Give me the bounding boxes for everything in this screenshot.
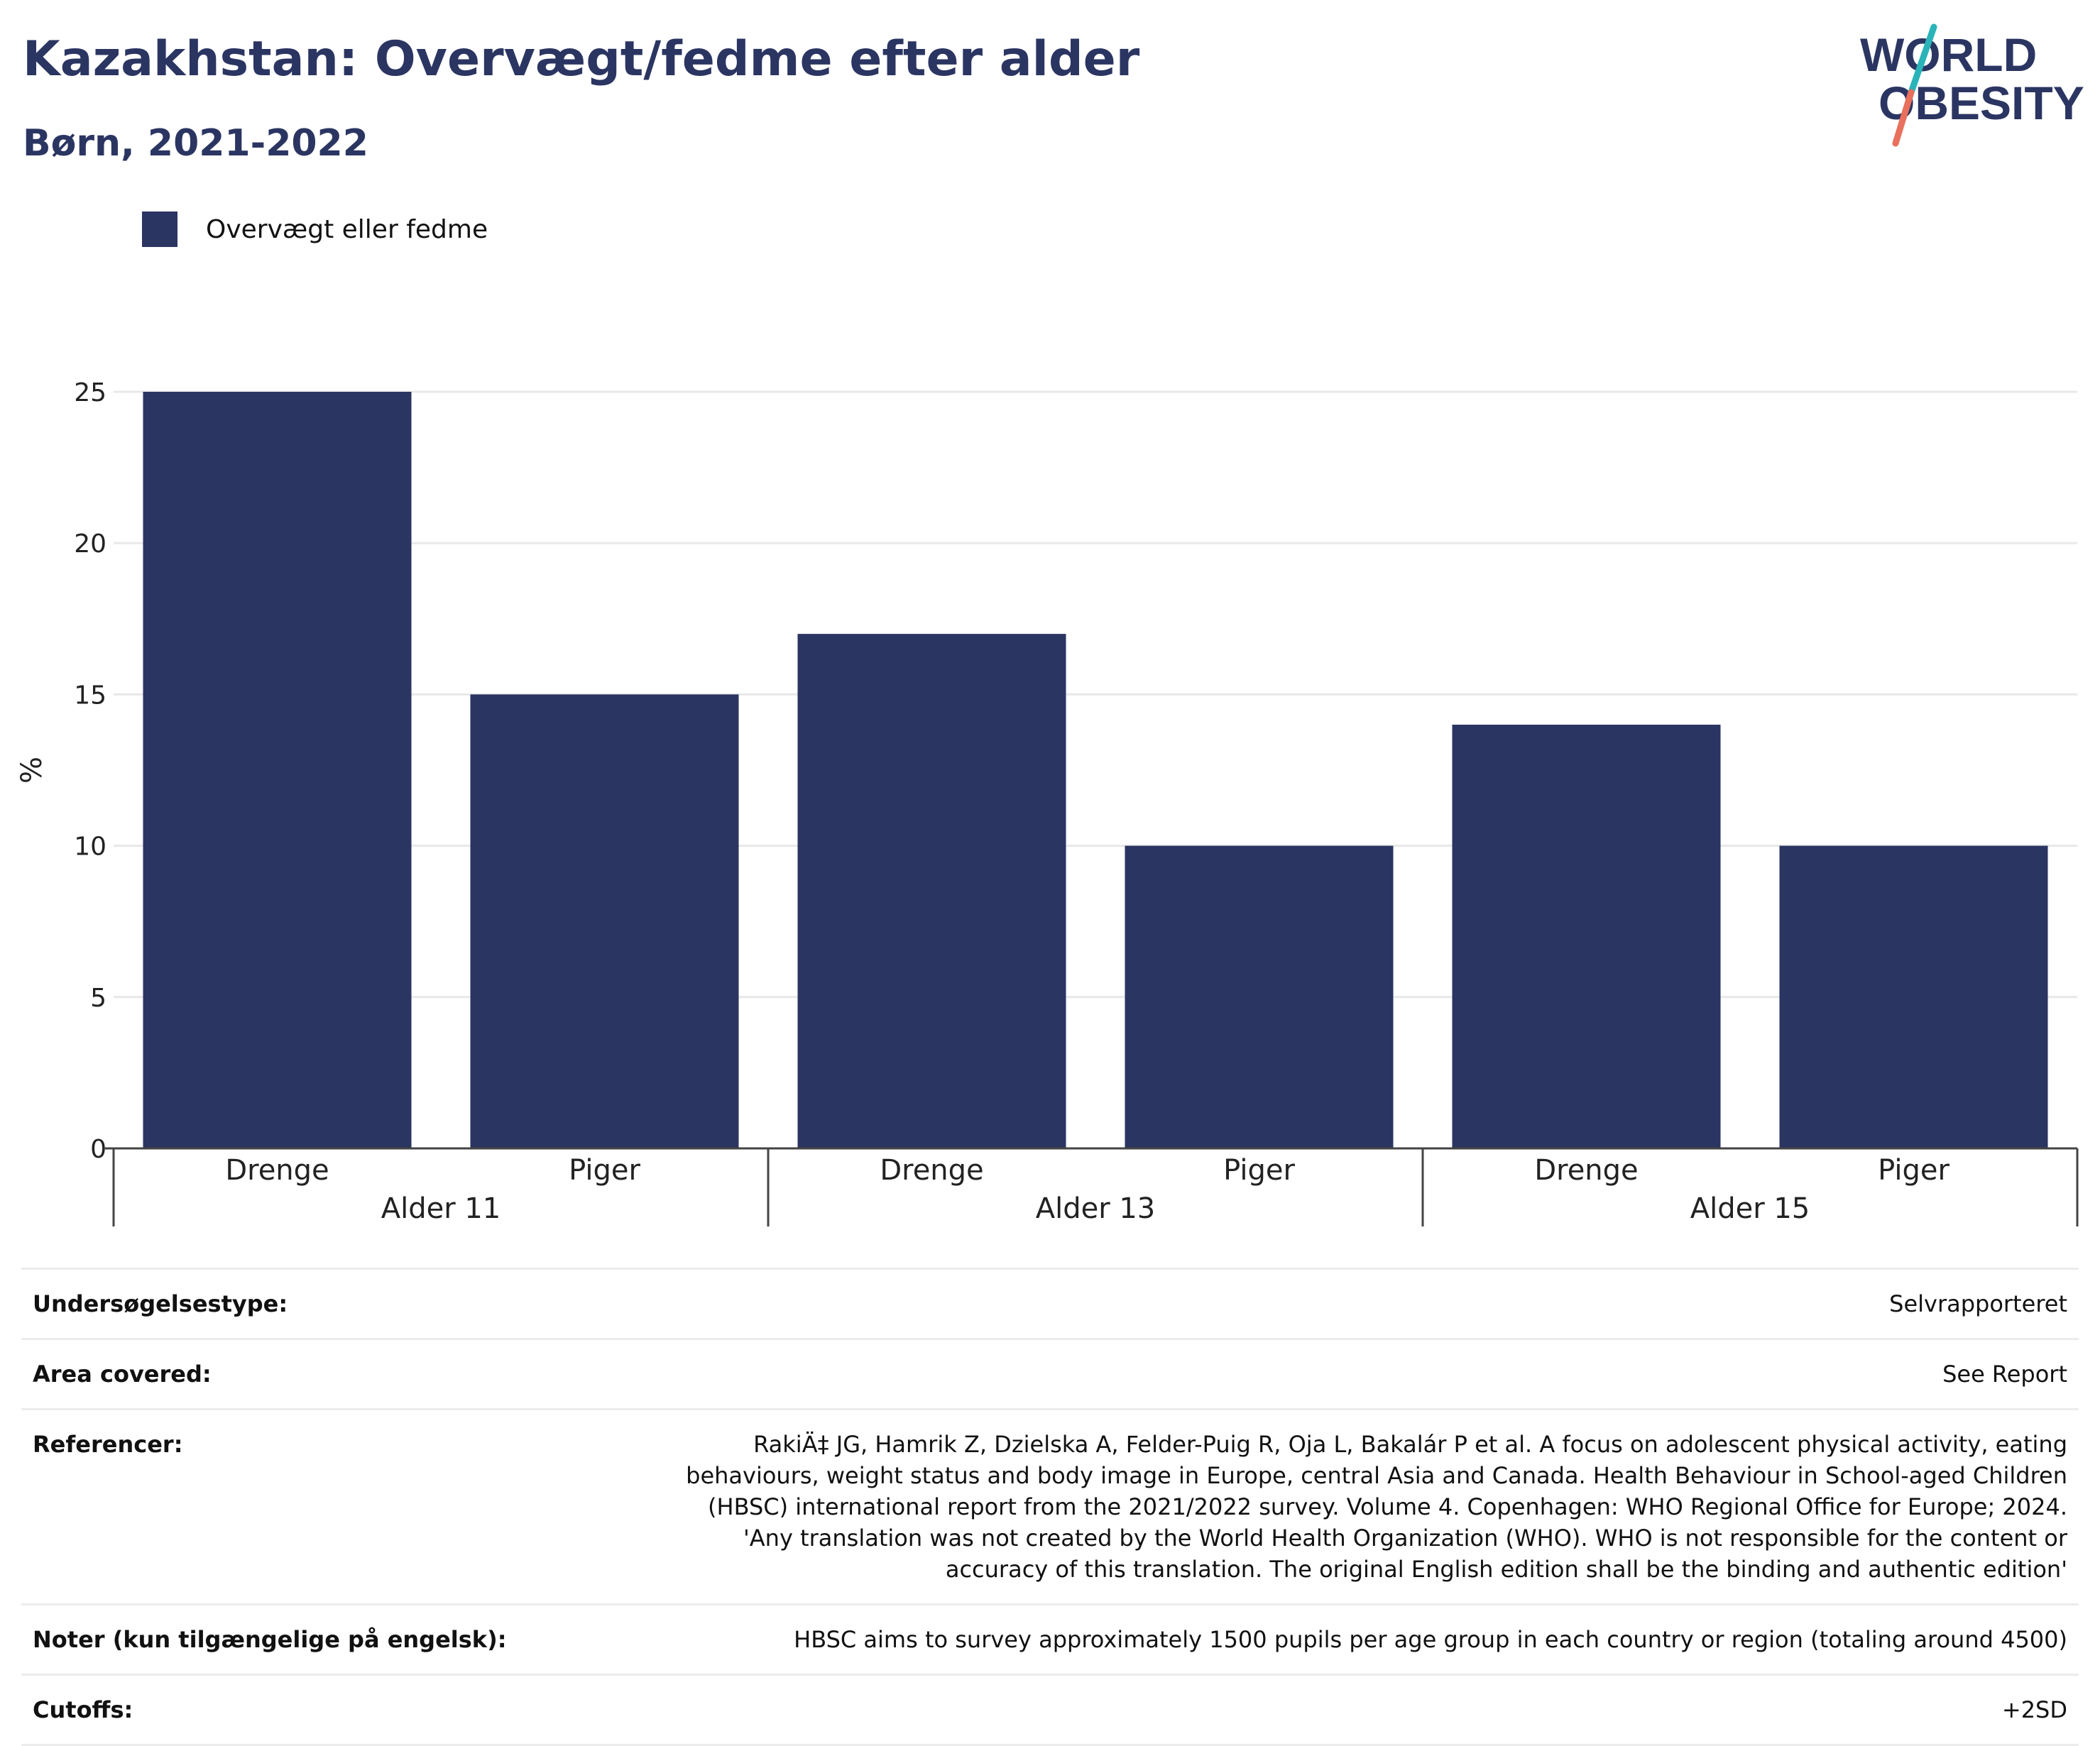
- info-row-survey-type: Undersøgelsestype: Selvrapporteret: [21, 1268, 2079, 1338]
- logo-line1: WORLD: [1860, 28, 2037, 81]
- info-label: Undersøgelsestype:: [33, 1290, 288, 1317]
- x-category-label: Drenge: [880, 1154, 983, 1187]
- x-category-label: Piger: [1223, 1154, 1295, 1187]
- x-category-label: Drenge: [225, 1154, 329, 1187]
- x-category-label: Piger: [569, 1154, 640, 1187]
- info-label: Referencer:: [33, 1431, 183, 1458]
- y-tick-label: 20: [74, 529, 106, 559]
- info-row-references: Referencer: RakiÄ‡ JG, Hamrik Z, Dzielsk…: [21, 1408, 2079, 1603]
- info-row-cutoffs: Cutoffs: +2SD: [21, 1674, 2079, 1746]
- y-tick-label: 25: [74, 378, 106, 407]
- y-axis-label: %: [16, 757, 48, 784]
- bar-chart: 0 5 10 15 20 25 Drenge Piger Drenge Piger Drenge Pi…: [16, 378, 2079, 1226]
- info-label: Area covered:: [33, 1361, 212, 1388]
- bar: [143, 392, 412, 1148]
- info-value: See Report: [1942, 1361, 2067, 1388]
- bar: [1779, 845, 2048, 1148]
- logo-slash-bottom: [1892, 89, 1915, 147]
- info-row-notes: Noter (kun tilgængelige på engelsk): HBS…: [21, 1603, 2079, 1674]
- info-row-area-covered: Area covered: See Report: [21, 1338, 2079, 1408]
- page-subtitle: Børn, 2021-2022: [23, 122, 368, 165]
- y-tick-label: 0: [90, 1135, 106, 1164]
- logo-slash-top: [1908, 23, 1937, 96]
- page-title: Kazakhstan: Overvægt/fedme efter alder: [23, 31, 1140, 87]
- info-value: +2SD: [2001, 1696, 2067, 1723]
- info-value: HBSC aims to survey approximately 1500 p…: [794, 1626, 2067, 1653]
- y-tick-label: 10: [74, 833, 106, 862]
- chart-legend: Overvægt eller fedme: [142, 212, 488, 247]
- bar: [1452, 725, 1721, 1148]
- bar: [470, 694, 739, 1148]
- info-value: Selvrapporteret: [1889, 1290, 2067, 1317]
- y-tick-label: 15: [74, 681, 106, 710]
- info-value: RakiÄ‡ JG, Hamrik Z, Dzielska A, Felder-…: [686, 1431, 2067, 1583]
- x-category-label: Drenge: [1534, 1154, 1638, 1187]
- x-group-label: Alder 11: [381, 1192, 501, 1225]
- x-group-label: Alder 13: [1036, 1192, 1156, 1225]
- info-table: Undersøgelsestype: Selvrapporteret Area …: [21, 1268, 2079, 1746]
- info-label: Noter (kun tilgængelige på engelsk):: [33, 1626, 507, 1653]
- legend-label: Overvægt eller fedme: [206, 214, 488, 244]
- legend-swatch: [142, 212, 177, 247]
- y-tick-label: 5: [90, 984, 106, 1013]
- x-category-label: Piger: [1878, 1154, 1949, 1187]
- bar: [797, 634, 1066, 1148]
- world-obesity-logo: WORLD OBESITY: [1860, 23, 2084, 147]
- info-label: Cutoffs:: [33, 1696, 133, 1723]
- bar: [1125, 845, 1394, 1148]
- x-group-label: Alder 15: [1690, 1192, 1810, 1225]
